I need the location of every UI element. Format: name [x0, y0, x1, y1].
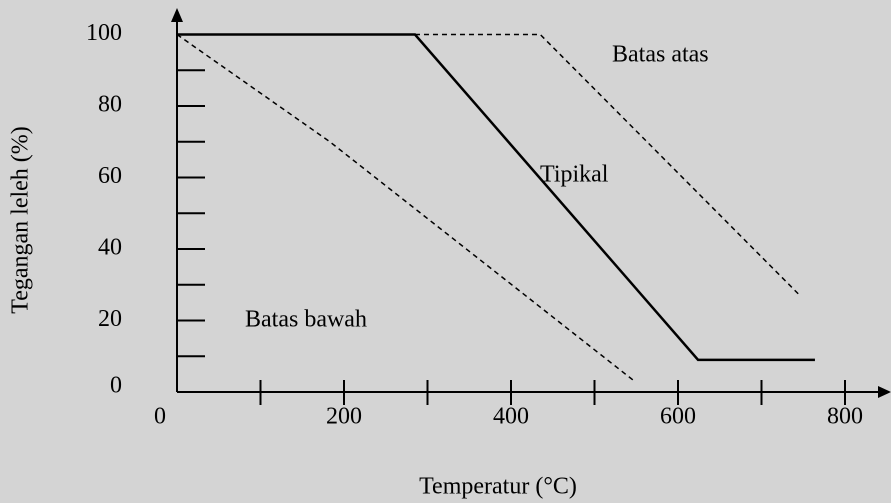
x-axis-label: Temperatur (°C) — [419, 474, 577, 500]
y-tick-label: 100 — [86, 20, 122, 46]
y-tick-label: 20 — [98, 306, 122, 332]
series-label: Batas bawah — [245, 307, 367, 333]
x-tick-label: 400 — [493, 404, 529, 430]
x-tick-label: 600 — [660, 404, 696, 430]
series-label: Tipikal — [540, 162, 609, 188]
y-tick-label: 40 — [98, 235, 122, 261]
y-tick-label: 60 — [98, 163, 122, 189]
x-tick-label: 200 — [326, 404, 362, 430]
chart: Temperatur (°C) Tegangan leleh (%) 02004… — [0, 0, 891, 503]
series-label: Batas atas — [612, 42, 709, 68]
x-tick-label: 800 — [827, 404, 863, 430]
y-axis-label: Tegangan leleh (%) — [8, 126, 34, 314]
y-tick-label: 0 — [110, 373, 122, 399]
background — [0, 0, 891, 503]
x-tick-label: 0 — [154, 404, 166, 430]
y-tick-label: 80 — [98, 92, 122, 118]
